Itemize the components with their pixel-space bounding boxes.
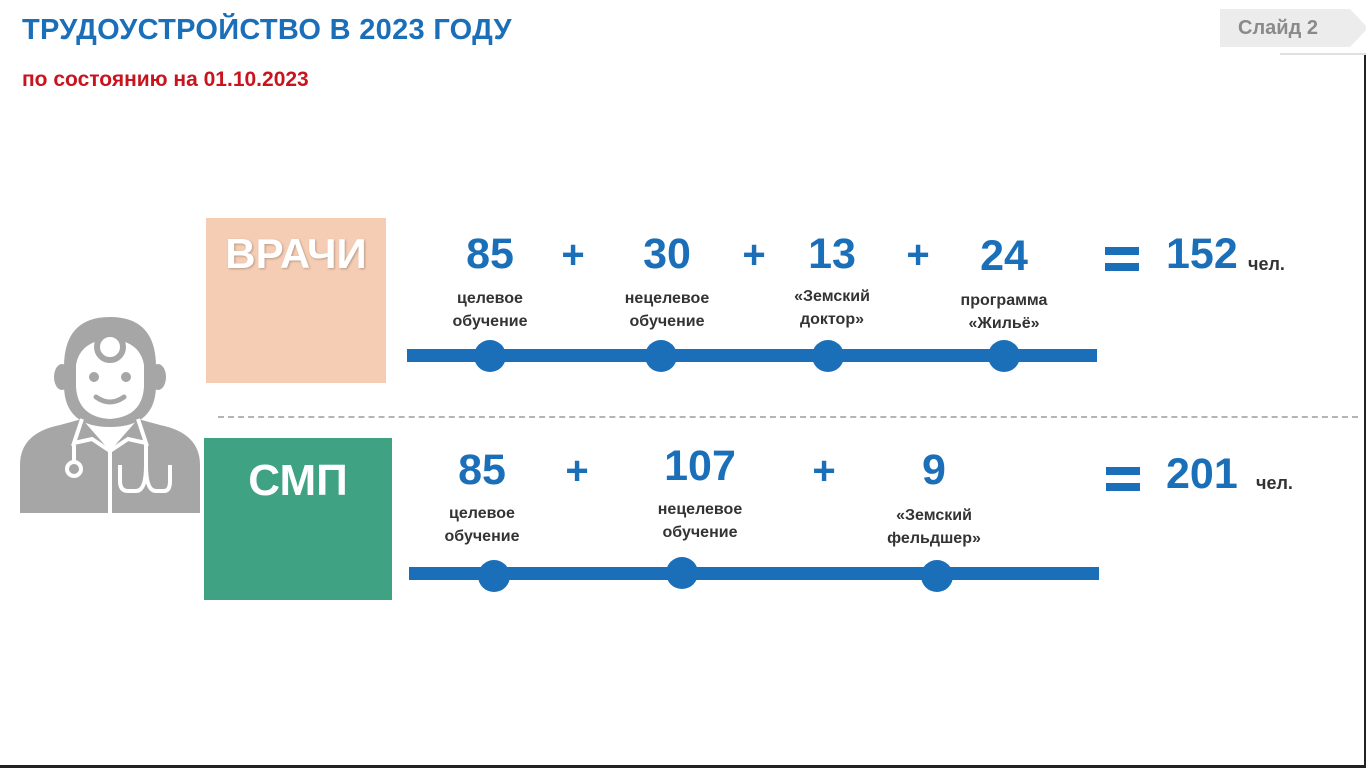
smp-timeline-track [409, 567, 1099, 580]
equals-sign [1106, 467, 1140, 491]
smp-total: 201 [1166, 450, 1238, 498]
smp-value-nontargeted: 107 [664, 442, 736, 490]
smp-caption-zemsky-feldsher: «Земский фельдшер» [854, 504, 1014, 550]
timeline-dot [478, 560, 510, 592]
smp-total-unit: чел. [1256, 473, 1293, 493]
doctors-caption-targeted: целевое обучение [410, 287, 570, 333]
timeline-dot [812, 340, 844, 372]
frame-line-right [1364, 55, 1366, 768]
smp-caption-nontargeted: нецелевое обучение [620, 498, 780, 544]
row-label-smp: СМП [204, 438, 392, 600]
caption-line: целевое [449, 505, 515, 522]
plus-sign: + [561, 233, 585, 277]
timeline-dot [666, 557, 698, 589]
section-divider [218, 416, 1358, 418]
caption-line: «Земский [794, 288, 870, 305]
doctor-with-stethoscope-icon [20, 317, 200, 513]
doctors-caption-housing: программа «Жильё» [924, 289, 1084, 335]
caption-line: целевое [457, 290, 523, 307]
caption-line: «Жильё» [968, 315, 1040, 332]
frame-line-bottom [0, 765, 1366, 768]
timeline-dot [921, 560, 953, 592]
caption-line: доктор» [799, 311, 864, 328]
caption-line: нецелевое [657, 501, 743, 518]
doctors-timeline-track [407, 349, 1097, 362]
page-title: ТРУДОУСТРОЙСТВО В 2023 ГОДУ [22, 14, 512, 46]
doctors-caption-nontargeted: нецелевое обучение [587, 287, 747, 333]
plus-sign: + [906, 233, 930, 277]
page-subtitle: по состоянию на 01.10.2023 [22, 68, 309, 91]
timeline-dot [645, 340, 677, 372]
caption-line: обучение [444, 528, 520, 545]
plus-sign: + [742, 233, 766, 277]
caption-line: обучение [452, 313, 528, 330]
doctors-total-unit: чел. [1248, 254, 1285, 274]
timeline-dot [474, 340, 506, 372]
slide-number-badge: Слайд 2 [1220, 9, 1366, 47]
plus-sign: + [812, 449, 836, 493]
caption-line: нецелевое [624, 290, 710, 307]
caption-line: программа [960, 292, 1048, 309]
caption-line: обучение [662, 524, 738, 541]
smp-value-zemsky-feldsher: 9 [922, 446, 946, 494]
timeline-dot [988, 340, 1020, 372]
row-label-doctors: ВРАЧИ [206, 218, 386, 383]
caption-line: фельдшер» [887, 530, 981, 547]
caption-line: «Земский [896, 507, 972, 524]
doctors-value-nontargeted: 30 [643, 230, 691, 278]
smp-caption-targeted: целевое обучение [402, 502, 562, 548]
equals-sign [1105, 247, 1139, 271]
doctors-value-targeted: 85 [466, 230, 514, 278]
plus-sign: + [565, 449, 589, 493]
doctors-value-housing: 24 [980, 232, 1028, 280]
smp-value-targeted: 85 [458, 446, 506, 494]
doctors-value-zemsky-doctor: 13 [808, 230, 856, 278]
doctors-caption-zemsky-doctor: «Земский доктор» [752, 285, 912, 331]
caption-line: обучение [629, 313, 705, 330]
doctors-total: 152 [1166, 230, 1238, 278]
frame-line-top [1280, 53, 1366, 55]
